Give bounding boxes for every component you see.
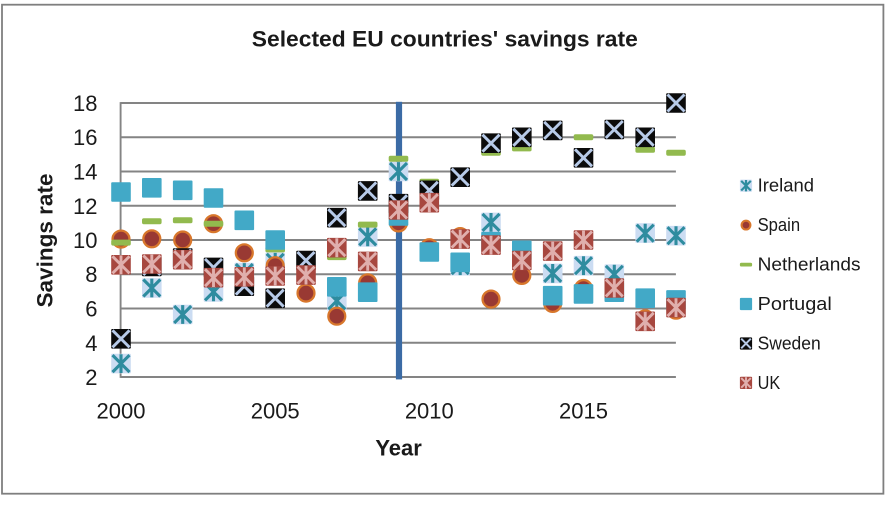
svg-text:Sweden: Sweden: [758, 333, 821, 353]
svg-text:Savings rate: Savings rate: [33, 174, 58, 308]
svg-text:12: 12: [73, 194, 97, 219]
svg-text:Ireland: Ireland: [758, 176, 814, 196]
svg-text:4: 4: [85, 331, 97, 356]
svg-text:18: 18: [73, 91, 97, 116]
svg-text:8: 8: [85, 262, 97, 287]
svg-text:Selected EU countries' savings: Selected EU countries' savings rate: [252, 27, 638, 52]
svg-text:Spain: Spain: [758, 215, 801, 235]
svg-text:Year: Year: [375, 436, 422, 461]
svg-text:14: 14: [73, 160, 97, 185]
svg-text:2000: 2000: [97, 398, 146, 423]
svg-text:10: 10: [73, 228, 97, 253]
svg-text:2010: 2010: [405, 398, 454, 423]
svg-text:Portugal: Portugal: [758, 294, 832, 314]
svg-text:Netherlands: Netherlands: [758, 255, 861, 275]
svg-text:2005: 2005: [251, 398, 300, 423]
svg-text:2015: 2015: [559, 398, 608, 423]
svg-text:2: 2: [85, 365, 97, 390]
svg-text:16: 16: [73, 125, 97, 150]
svg-text:UK: UK: [758, 373, 781, 393]
svg-text:6: 6: [85, 297, 97, 322]
